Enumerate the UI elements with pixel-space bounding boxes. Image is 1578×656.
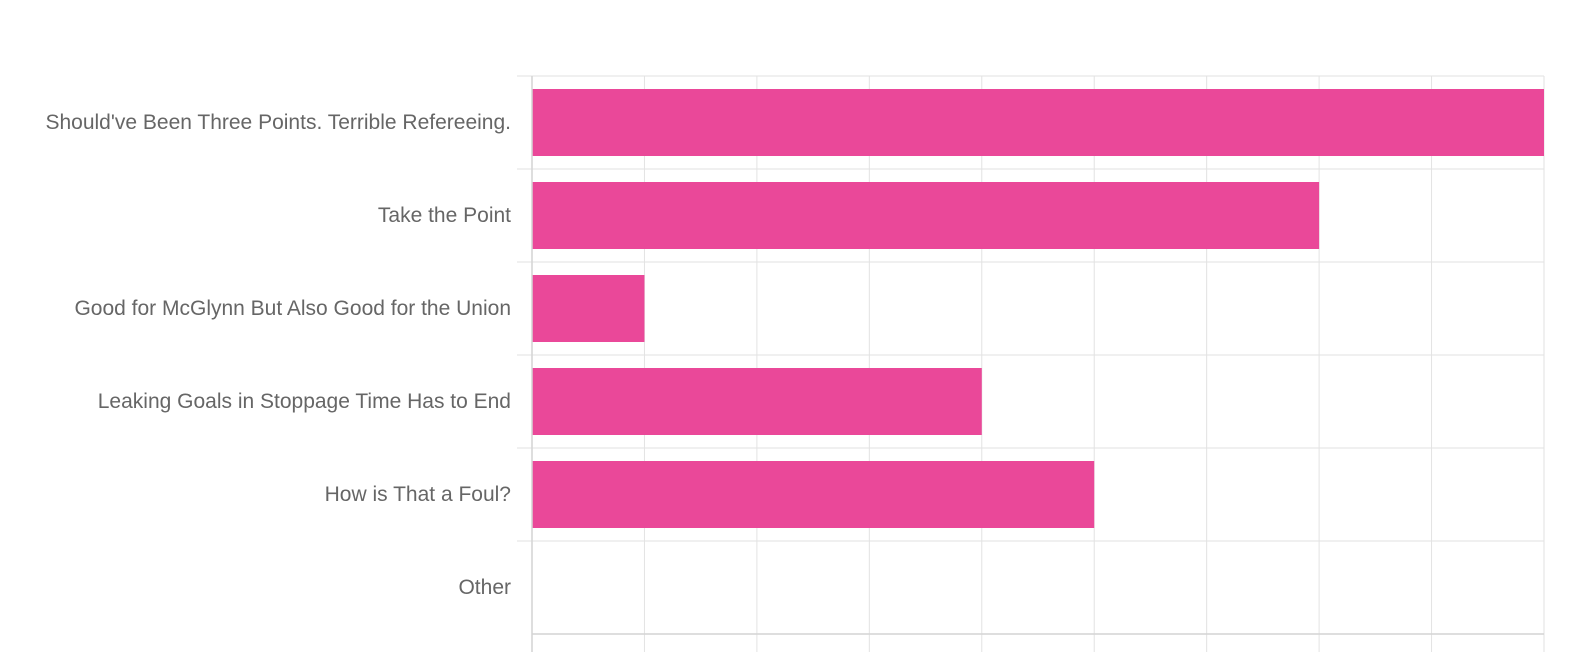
category-label: How is That a Foul? — [325, 483, 511, 506]
bar — [532, 368, 982, 435]
bar — [532, 275, 645, 342]
category-label: Take the Point — [378, 204, 511, 227]
axes — [531, 76, 1544, 652]
bar — [532, 182, 1320, 249]
bar — [532, 89, 1544, 156]
bar — [532, 461, 1095, 528]
bars — [532, 89, 1544, 528]
category-label: Good for McGlynn But Also Good for the U… — [74, 297, 511, 320]
category-label: Should've Been Three Points. Terrible Re… — [45, 111, 511, 134]
category-labels: Should've Been Three Points. Terrible Re… — [45, 111, 511, 599]
category-label: Leaking Goals in Stoppage Time Has to En… — [98, 390, 511, 413]
category-label: Other — [458, 576, 511, 599]
grid — [517, 75, 1545, 652]
